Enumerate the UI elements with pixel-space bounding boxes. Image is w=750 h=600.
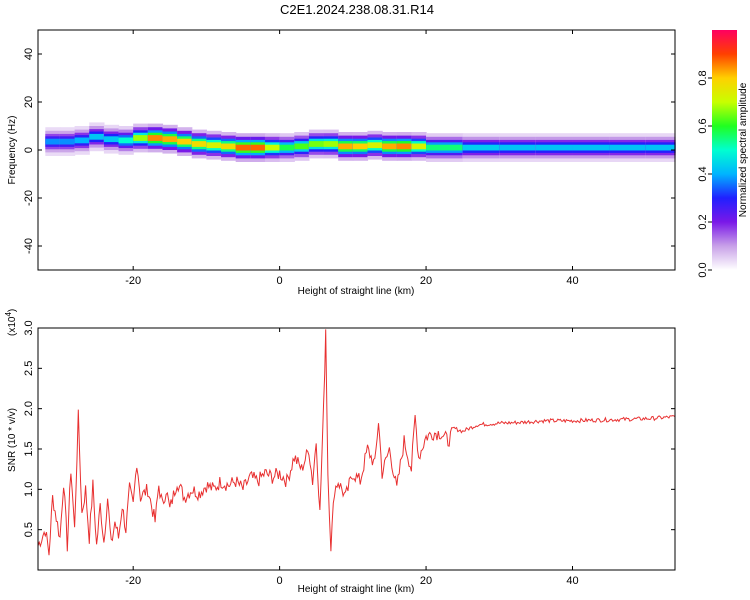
spectrogram-y-axis-title: Frequency (Hz) — [7, 116, 18, 185]
colorbar-tick-label: 0.8 — [697, 70, 709, 85]
spectrogram-cell — [250, 144, 266, 151]
snr-y-unit: (x104) — [4, 309, 18, 336]
snr-ticks: -20 0 20 40 0.5 1.0 1.5 2.0 2.5 3.0 — [23, 320, 675, 587]
spectrogram-cell — [147, 135, 164, 141]
spectrogram-cell — [396, 143, 413, 150]
spectrogram-cell — [609, 144, 647, 151]
snr-x-tick-label: -20 — [125, 575, 141, 587]
spectrogram-y-tick-label: 20 — [23, 96, 35, 108]
spectrogram-cell — [162, 136, 178, 143]
spectrogram-cell — [74, 137, 90, 144]
spectrogram-cell — [206, 142, 222, 149]
spectrogram-y-tick-label: 40 — [23, 48, 35, 60]
spectrogram-cell — [352, 143, 369, 150]
spectrogram-cell — [264, 144, 281, 151]
spectrogram-cell — [323, 141, 339, 147]
snr-y-tick-label: 0.5 — [23, 522, 35, 537]
spectrogram-ticks: -20 0 20 40 -40 -20 0 20 40 — [23, 30, 675, 287]
snr-y-axis-title: SNR (10 * v/v) — [7, 408, 18, 472]
snr-y-tick-label: 2.0 — [23, 401, 35, 416]
snr-series-line — [37, 329, 676, 556]
spectrogram-cell — [499, 144, 537, 151]
spectrogram-cell — [89, 133, 105, 140]
spectrogram-cell — [572, 144, 610, 151]
svg-text:(x104): (x104) — [4, 309, 18, 336]
colorbar-ticks: 0.0 0.2 0.4 0.6 0.8 — [697, 70, 712, 278]
spectrogram-panel: -20 0 20 40 -40 -20 0 20 40 Height of straight l… — [7, 29, 676, 297]
spectrogram-y-tick-label: -20 — [23, 190, 35, 206]
spectrogram-cell — [382, 143, 398, 150]
spectrogram-cell — [177, 138, 193, 145]
spectrogram-x-tick-label: -20 — [125, 275, 141, 287]
spectrogram-x-axis-title: Height of straight line (km) — [298, 286, 415, 297]
spectrogram-cell — [367, 142, 383, 149]
spectrogram-cell — [535, 144, 574, 151]
colorbar-tick-label: 0.6 — [697, 118, 709, 133]
spectrogram-marks — [45, 122, 676, 162]
snr-frame — [37, 327, 676, 571]
spectrogram-x-tick-label: 20 — [420, 275, 432, 287]
spectrogram-x-tick-label: 40 — [566, 275, 578, 287]
snr-y-tick-label: 3.0 — [23, 320, 35, 335]
snr-y-unit-close: ) — [7, 309, 18, 312]
snr-x-tick-label: 40 — [566, 575, 578, 587]
snr-x-tick-label: 0 — [277, 575, 283, 587]
snr-y-tick-label: 1.0 — [23, 482, 35, 497]
spectrogram-y-tick-label: -40 — [23, 238, 35, 254]
colorbar-tick-label: 0.2 — [697, 214, 709, 229]
colorbar-title: Normalized spectral amplitude — [738, 82, 749, 217]
spectrogram-cell — [279, 144, 295, 151]
spectrogram-cell — [411, 143, 427, 150]
colorbar: 0.0 0.2 0.4 0.6 0.8 Normalized spectral ampl… — [697, 30, 749, 278]
spectrogram-cell — [103, 136, 120, 143]
spectrogram-cell — [221, 143, 237, 150]
colorbar-tick-label: 0.0 — [697, 262, 709, 277]
spectrogram-cell — [308, 141, 325, 147]
chart-title: C2E1.2024.238.08.31.R14 — [280, 2, 434, 17]
snr-y-tick-label: 2.5 — [23, 361, 35, 376]
spectrogram-cell — [45, 138, 61, 145]
snr-y-tick-label: 1.5 — [23, 441, 35, 456]
spectrogram-cell — [426, 144, 464, 151]
spectrogram-cell — [294, 143, 310, 150]
spectrogram-y-tick-label: 0 — [23, 147, 35, 153]
spectrogram-cell — [59, 138, 76, 145]
spectrogram-cell — [462, 144, 500, 151]
spectrogram-cell — [191, 141, 208, 147]
spectrogram-cell — [133, 135, 149, 141]
colorbar-tick-label: 0.4 — [697, 166, 709, 181]
snr-x-tick-label: 20 — [420, 575, 432, 587]
snr-x-axis-title: Height of straight line (km) — [298, 584, 415, 595]
spectrogram-x-tick-label: 0 — [277, 275, 283, 287]
spectrogram-cell — [338, 143, 354, 150]
snr-y-unit-base: (x10 — [7, 316, 18, 336]
spectrogram-cell — [235, 144, 251, 151]
spectrogram-cell — [645, 144, 676, 151]
snr-y-unit-exp: 4 — [4, 312, 13, 317]
snr-panel: -20 0 20 40 0.5 1.0 1.5 2.0 2.5 3.0 Height of str… — [4, 309, 676, 595]
spectrogram-cell — [118, 137, 134, 144]
colorbar-gradient — [712, 30, 737, 270]
